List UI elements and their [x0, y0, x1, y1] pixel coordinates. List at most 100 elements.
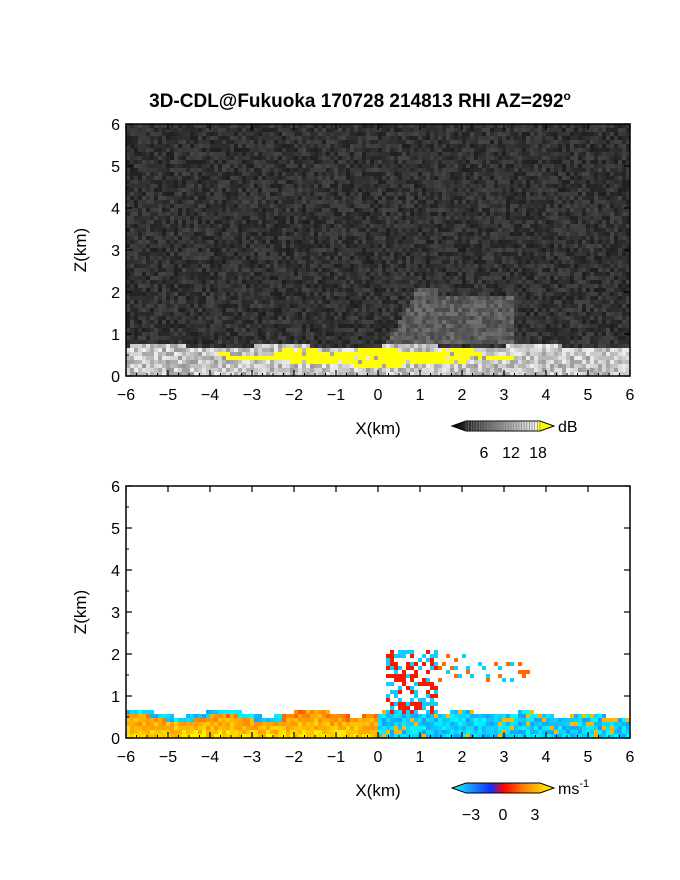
top-heatmap-cell: [342, 260, 346, 264]
top-heatmap-cell: [166, 176, 170, 180]
top-heatmap-cell: [546, 144, 550, 148]
top-heatmap-cell: [230, 276, 234, 280]
top-heatmap-cell: [498, 276, 502, 280]
top-heatmap-cell: [134, 224, 138, 228]
top-heatmap-cell: [570, 208, 574, 212]
top-heatmap-cell: [298, 220, 302, 224]
top-heatmap-cell: [134, 208, 138, 212]
top-heatmap-cell: [538, 220, 542, 224]
top-heatmap-cell: [126, 228, 130, 232]
top-heatmap-cell: [146, 184, 150, 188]
top-heatmap-cell: [166, 156, 170, 160]
top-heatmap-cell: [270, 208, 274, 212]
top-heatmap-cell: [214, 152, 218, 156]
top-heatmap-cell: [182, 168, 186, 172]
top-heatmap-cell: [154, 280, 158, 284]
top-heatmap-cell: [470, 196, 474, 200]
top-heatmap-cell: [478, 248, 482, 252]
top-heatmap-cell: [590, 164, 594, 168]
top-heatmap-cell: [414, 256, 418, 260]
top-heatmap-cell: [622, 240, 626, 244]
top-heatmap-cell: [438, 160, 442, 164]
top-heatmap-cell: [346, 164, 350, 168]
top-heatmap-cell: [502, 152, 506, 156]
top-heatmap-cell: [350, 164, 354, 168]
top-heatmap-cell: [582, 152, 586, 156]
top-heatmap-cell: [386, 252, 390, 256]
top-heatmap-cell: [510, 196, 514, 200]
top-heatmap-cell: [598, 240, 602, 244]
top-heatmap-cell: [598, 136, 602, 140]
top-heatmap-cell: [514, 244, 518, 248]
top-heatmap-cell: [246, 268, 250, 272]
top-heatmap-cell: [514, 228, 518, 232]
top-heatmap-cell: [498, 160, 502, 164]
top-heatmap-cell: [322, 168, 326, 172]
top-heatmap-cell: [206, 148, 210, 152]
top-heatmap-cell: [582, 220, 586, 224]
top-heatmap-cell: [318, 144, 322, 148]
top-heatmap-cell: [470, 176, 474, 180]
top-heatmap-cell: [542, 140, 546, 144]
top-heatmap-cell: [446, 184, 450, 188]
top-heatmap-cell: [154, 188, 158, 192]
top-heatmap-cell: [326, 132, 330, 136]
top-heatmap-cell: [398, 160, 402, 164]
top-heatmap-cell: [214, 256, 218, 260]
top-heatmap-cell: [518, 272, 522, 276]
top-heatmap-cell: [146, 128, 150, 132]
top-heatmap-cell: [594, 164, 598, 168]
top-heatmap-cell: [306, 184, 310, 188]
top-heatmap-cell: [254, 172, 258, 176]
top-heatmap-cell: [558, 136, 562, 140]
top-heatmap-cell: [514, 188, 518, 192]
top-heatmap-cell: [218, 216, 222, 220]
top-heatmap-cell: [138, 256, 142, 260]
top-heatmap-cell: [158, 172, 162, 176]
top-heatmap-cell: [234, 272, 238, 276]
top-heatmap-cell: [218, 228, 222, 232]
top-heatmap-cell: [558, 252, 562, 256]
top-heatmap-cell: [598, 168, 602, 172]
top-heatmap-cell: [526, 208, 530, 212]
top-heatmap-cell: [246, 140, 250, 144]
top-heatmap-cell: [402, 212, 406, 216]
top-heatmap-cell: [154, 236, 158, 240]
top-heatmap-cell: [538, 200, 542, 204]
top-heatmap-cell: [558, 256, 562, 260]
top-heatmap-cell: [390, 168, 394, 172]
top-heatmap-cell: [338, 168, 342, 172]
top-heatmap-cell: [494, 244, 498, 248]
top-heatmap-cell: [134, 264, 138, 268]
top-heatmap-cell: [226, 264, 230, 268]
top-heatmap-cell: [338, 276, 342, 280]
top-heatmap-cell: [270, 200, 274, 204]
top-heatmap-cell: [386, 244, 390, 248]
top-heatmap-cell: [154, 248, 158, 252]
top-heatmap-cell: [390, 140, 394, 144]
top-heatmap-cell: [254, 272, 258, 276]
top-heatmap-cell: [602, 232, 606, 236]
top-heatmap-cell: [178, 268, 182, 272]
top-heatmap-cell: [334, 244, 338, 248]
top-heatmap-cell: [606, 224, 610, 228]
top-heatmap-cell: [574, 212, 578, 216]
top-heatmap-cell: [518, 220, 522, 224]
top-heatmap-cell: [362, 184, 366, 188]
top-heatmap-cell: [302, 232, 306, 236]
top-heatmap-cell: [362, 136, 366, 140]
top-heatmap-cell: [346, 168, 350, 172]
top-heatmap-cell: [398, 136, 402, 140]
top-heatmap-cell: [490, 136, 494, 140]
top-heatmap-cell: [130, 260, 134, 264]
top-heatmap-cell: [182, 216, 186, 220]
top-heatmap-cell: [622, 176, 626, 180]
top-heatmap-cell: [282, 124, 286, 128]
top-heatmap-cell: [406, 244, 410, 248]
top-heatmap-cell: [586, 192, 590, 196]
top-heatmap-cell: [298, 256, 302, 260]
top-heatmap-cell: [422, 272, 426, 276]
top-heatmap-cell: [362, 224, 366, 228]
top-heatmap-cell: [226, 240, 230, 244]
top-heatmap-cell: [606, 212, 610, 216]
